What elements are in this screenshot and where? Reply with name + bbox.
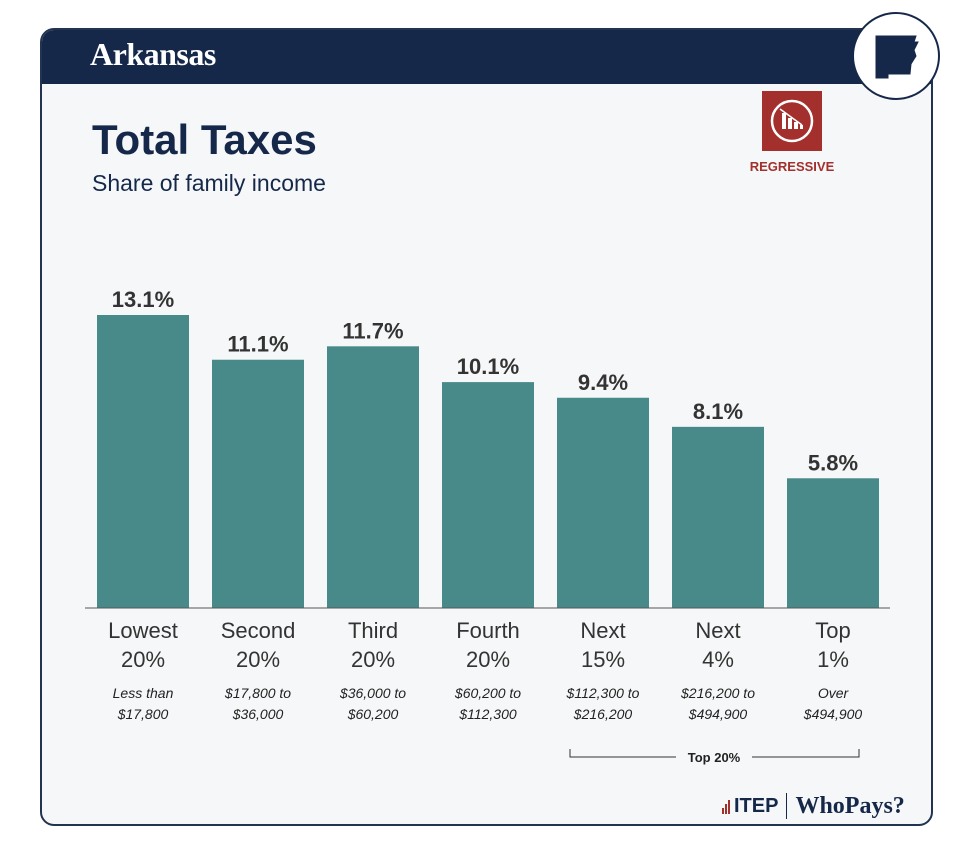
regressive-icon bbox=[762, 91, 822, 151]
group-label: Top 20% bbox=[688, 750, 741, 765]
itep-bars-icon bbox=[722, 798, 732, 814]
bar-value-label: 5.8% bbox=[808, 450, 858, 475]
category-label: Top bbox=[815, 618, 850, 643]
group-bracket-left bbox=[569, 749, 676, 758]
income-range-label: $60,200 bbox=[347, 706, 399, 722]
bar-value-label: 11.7% bbox=[342, 318, 403, 343]
income-range-label: Less than bbox=[113, 685, 174, 701]
category-label: 20% bbox=[351, 647, 395, 672]
category-label: 20% bbox=[466, 647, 510, 672]
bar-value-label: 10.1% bbox=[457, 354, 519, 379]
whopays-text: WhoPays? bbox=[795, 792, 905, 819]
income-range-label: $494,900 bbox=[688, 706, 748, 722]
category-label: 20% bbox=[121, 647, 165, 672]
bar bbox=[557, 397, 649, 608]
category-label: Third bbox=[348, 618, 398, 643]
income-range-label: $36,000 bbox=[232, 706, 284, 722]
header-bar: Arkansas bbox=[42, 30, 931, 84]
bar-value-label: 13.1% bbox=[112, 287, 174, 312]
category-label: Lowest bbox=[108, 618, 178, 643]
bar bbox=[787, 478, 879, 608]
category-label: 15% bbox=[581, 647, 625, 672]
chart-subtitle: Share of family income bbox=[92, 170, 326, 196]
arkansas-outline-icon bbox=[875, 35, 919, 79]
bar-value-label: 9.4% bbox=[578, 370, 628, 395]
income-range-label: $216,200 to bbox=[680, 685, 755, 701]
income-range-label: $36,000 to bbox=[339, 685, 406, 701]
income-range-label: $112,300 bbox=[458, 706, 517, 722]
bar bbox=[442, 382, 534, 608]
category-label: 20% bbox=[236, 647, 280, 672]
itep-logo: ITEP bbox=[722, 795, 778, 818]
category-label: Next bbox=[695, 618, 740, 643]
group-bracket-right bbox=[752, 749, 860, 758]
regressive-label: REGRESSIVE bbox=[749, 159, 835, 174]
bar bbox=[327, 346, 419, 608]
income-range-label: $112,300 to bbox=[566, 685, 640, 701]
bar bbox=[672, 426, 764, 608]
category-label: 1% bbox=[817, 647, 849, 672]
category-label: 4% bbox=[702, 647, 734, 672]
income-range-label: $494,900 bbox=[803, 706, 863, 722]
footer-logo: ITEP WhoPays? bbox=[722, 790, 905, 822]
category-label: Fourth bbox=[456, 618, 520, 643]
footer-divider bbox=[786, 793, 788, 819]
state-name: Arkansas bbox=[90, 36, 216, 72]
bar-value-label: 11.1% bbox=[227, 332, 288, 357]
state-map-badge bbox=[852, 12, 940, 100]
category-label: Next bbox=[580, 618, 625, 643]
bar bbox=[212, 359, 304, 608]
income-range-label: $17,800 to bbox=[224, 685, 291, 701]
income-range-label: $216,200 bbox=[573, 706, 633, 722]
income-range-label: $60,200 to bbox=[454, 685, 521, 701]
income-range-label: Over bbox=[818, 685, 850, 701]
chart-title: Total Taxes bbox=[92, 116, 317, 163]
bar bbox=[97, 315, 189, 608]
income-range-label: $17,800 bbox=[117, 706, 169, 722]
bar-value-label: 8.1% bbox=[693, 399, 743, 424]
itep-text: ITEP bbox=[734, 794, 779, 817]
category-label: Second bbox=[221, 618, 296, 643]
